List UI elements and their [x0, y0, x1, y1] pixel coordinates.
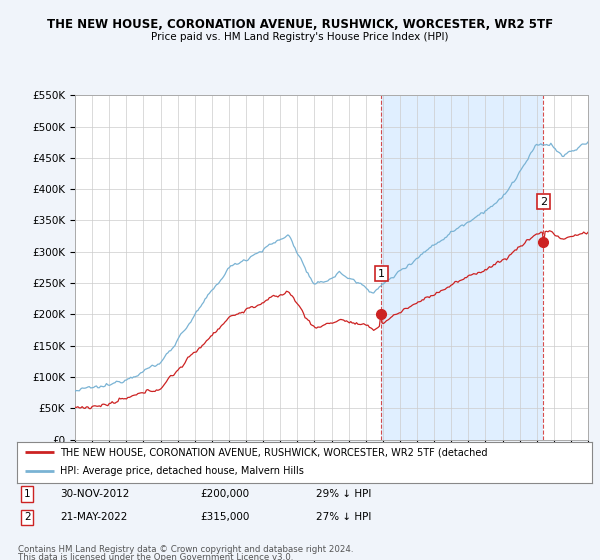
Text: 1: 1 — [378, 269, 385, 279]
Text: THE NEW HOUSE, CORONATION AVENUE, RUSHWICK, WORCESTER, WR2 5TF (detached: THE NEW HOUSE, CORONATION AVENUE, RUSHWI… — [60, 447, 487, 458]
Text: 27% ↓ HPI: 27% ↓ HPI — [316, 512, 371, 522]
Text: Price paid vs. HM Land Registry's House Price Index (HPI): Price paid vs. HM Land Registry's House … — [151, 32, 449, 42]
Text: 2: 2 — [539, 197, 547, 207]
Text: HPI: Average price, detached house, Malvern Hills: HPI: Average price, detached house, Malv… — [60, 466, 304, 477]
Text: 29% ↓ HPI: 29% ↓ HPI — [316, 489, 371, 499]
Text: 30-NOV-2012: 30-NOV-2012 — [60, 489, 129, 499]
Text: Contains HM Land Registry data © Crown copyright and database right 2024.: Contains HM Land Registry data © Crown c… — [18, 545, 353, 554]
Text: This data is licensed under the Open Government Licence v3.0.: This data is licensed under the Open Gov… — [18, 553, 293, 560]
Text: £315,000: £315,000 — [201, 512, 250, 522]
Bar — [382, 95, 543, 440]
Text: £200,000: £200,000 — [201, 489, 250, 499]
Text: 2: 2 — [24, 512, 31, 522]
Text: THE NEW HOUSE, CORONATION AVENUE, RUSHWICK, WORCESTER, WR2 5TF: THE NEW HOUSE, CORONATION AVENUE, RUSHWI… — [47, 18, 553, 31]
Text: 1: 1 — [24, 489, 31, 499]
Text: 21-MAY-2022: 21-MAY-2022 — [60, 512, 127, 522]
